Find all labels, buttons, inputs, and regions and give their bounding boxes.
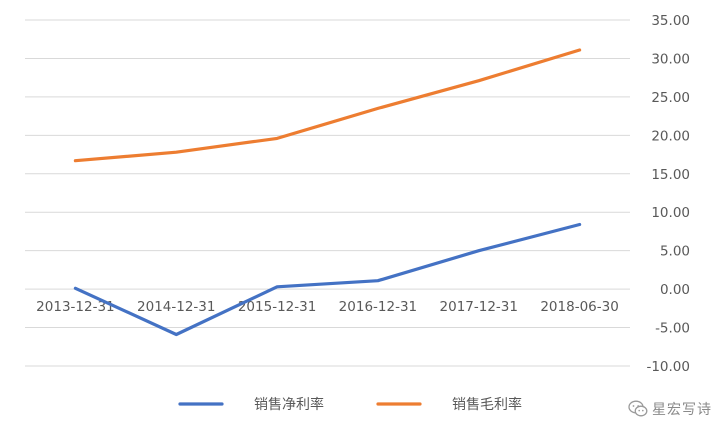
y-tick-label: -10.00 [646, 359, 690, 375]
wechat-icon [628, 400, 648, 417]
series-line-2 [73, 48, 582, 163]
series-line-1 [73, 222, 582, 337]
legend: 销售净利率 销售毛利率 [178, 396, 522, 413]
x-tick-label: 2014-12-31 [137, 299, 215, 315]
gridlines [25, 19, 630, 367]
x-tick-label: 2015-12-31 [238, 299, 316, 315]
x-tick-label: 2017-12-31 [440, 299, 518, 315]
y-axis-tick-labels: 35.00 30.00 25.00 20.00 15.00 10.00 5.00 0.00 -5… [646, 13, 690, 375]
x-tick-label: 2016-12-31 [339, 299, 417, 315]
y-tick-label: 10.00 [651, 205, 690, 221]
watermark: 星宏写诗 [628, 399, 712, 419]
series-lines [73, 48, 582, 337]
y-tick-label: 20.00 [651, 128, 690, 144]
x-tick-label: 2018-06-30 [540, 299, 618, 315]
watermark-text: 星宏写诗 [652, 402, 712, 418]
legend-label: 销售毛利率 [452, 396, 522, 413]
y-tick-label: 15.00 [651, 167, 690, 183]
y-tick-label: 35.00 [651, 13, 690, 29]
y-tick-label: 25.00 [651, 90, 690, 106]
y-tick-label: 0.00 [660, 282, 690, 298]
legend-label: 销售净利率 [254, 396, 324, 413]
y-tick-label: 5.00 [660, 244, 690, 260]
x-tick-label: 2013-12-31 [36, 299, 114, 315]
x-axis-tick-labels: 2013-12-31 2014-12-31 2015-12-31 2016-12-31… [36, 299, 619, 315]
y-tick-label: 30.00 [651, 51, 690, 67]
y-tick-label: -5.00 [655, 321, 690, 337]
